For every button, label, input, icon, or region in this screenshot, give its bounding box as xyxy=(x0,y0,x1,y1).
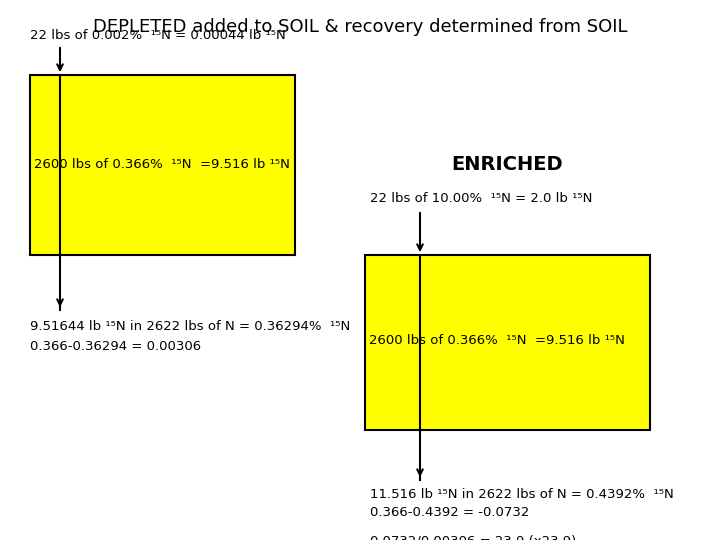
Text: 0.366-0.36294 = 0.00306: 0.366-0.36294 = 0.00306 xyxy=(30,340,201,353)
Text: 2600 lbs of 0.366%  ¹⁵N  =9.516 lb ¹⁵N: 2600 lbs of 0.366% ¹⁵N =9.516 lb ¹⁵N xyxy=(34,159,290,172)
Text: 11.516 lb ¹⁵N in 2622 lbs of N = 0.4392%  ¹⁵N: 11.516 lb ¹⁵N in 2622 lbs of N = 0.4392%… xyxy=(370,488,674,501)
Text: 22 lbs of 0.002%  ¹⁵N = 0.00044 lb ¹⁵N: 22 lbs of 0.002% ¹⁵N = 0.00044 lb ¹⁵N xyxy=(30,29,286,42)
Text: 0.0732/0.00306 = 23.9 (x23.9): 0.0732/0.00306 = 23.9 (x23.9) xyxy=(370,535,576,540)
Text: 2600 lbs of 0.366%  ¹⁵N  =9.516 lb ¹⁵N: 2600 lbs of 0.366% ¹⁵N =9.516 lb ¹⁵N xyxy=(369,334,625,347)
Text: 22 lbs of 10.00%  ¹⁵N = 2.0 lb ¹⁵N: 22 lbs of 10.00% ¹⁵N = 2.0 lb ¹⁵N xyxy=(370,192,593,205)
Text: ENRICHED: ENRICHED xyxy=(451,156,563,174)
Text: 0.366-0.4392 = -0.0732: 0.366-0.4392 = -0.0732 xyxy=(370,506,529,519)
Bar xyxy=(30,75,295,255)
Text: 9.51644 lb ¹⁵N in 2622 lbs of N = 0.36294%  ¹⁵N: 9.51644 lb ¹⁵N in 2622 lbs of N = 0.3629… xyxy=(30,320,350,333)
Bar xyxy=(365,255,650,430)
Text: DEPLETED added to SOIL & recovery determined from SOIL: DEPLETED added to SOIL & recovery determ… xyxy=(93,18,627,36)
